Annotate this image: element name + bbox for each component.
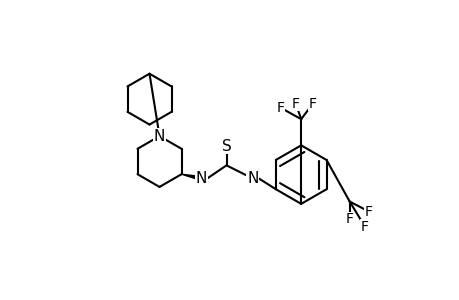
Polygon shape [181, 174, 201, 180]
Text: N: N [246, 171, 258, 186]
Text: F: F [345, 212, 353, 226]
Text: N: N [195, 171, 207, 186]
Text: N: N [153, 129, 165, 144]
Text: F: F [276, 100, 284, 115]
Text: F: F [308, 97, 316, 111]
Text: F: F [291, 97, 299, 111]
Text: S: S [221, 139, 231, 154]
Text: F: F [364, 205, 372, 219]
Text: F: F [360, 220, 368, 234]
